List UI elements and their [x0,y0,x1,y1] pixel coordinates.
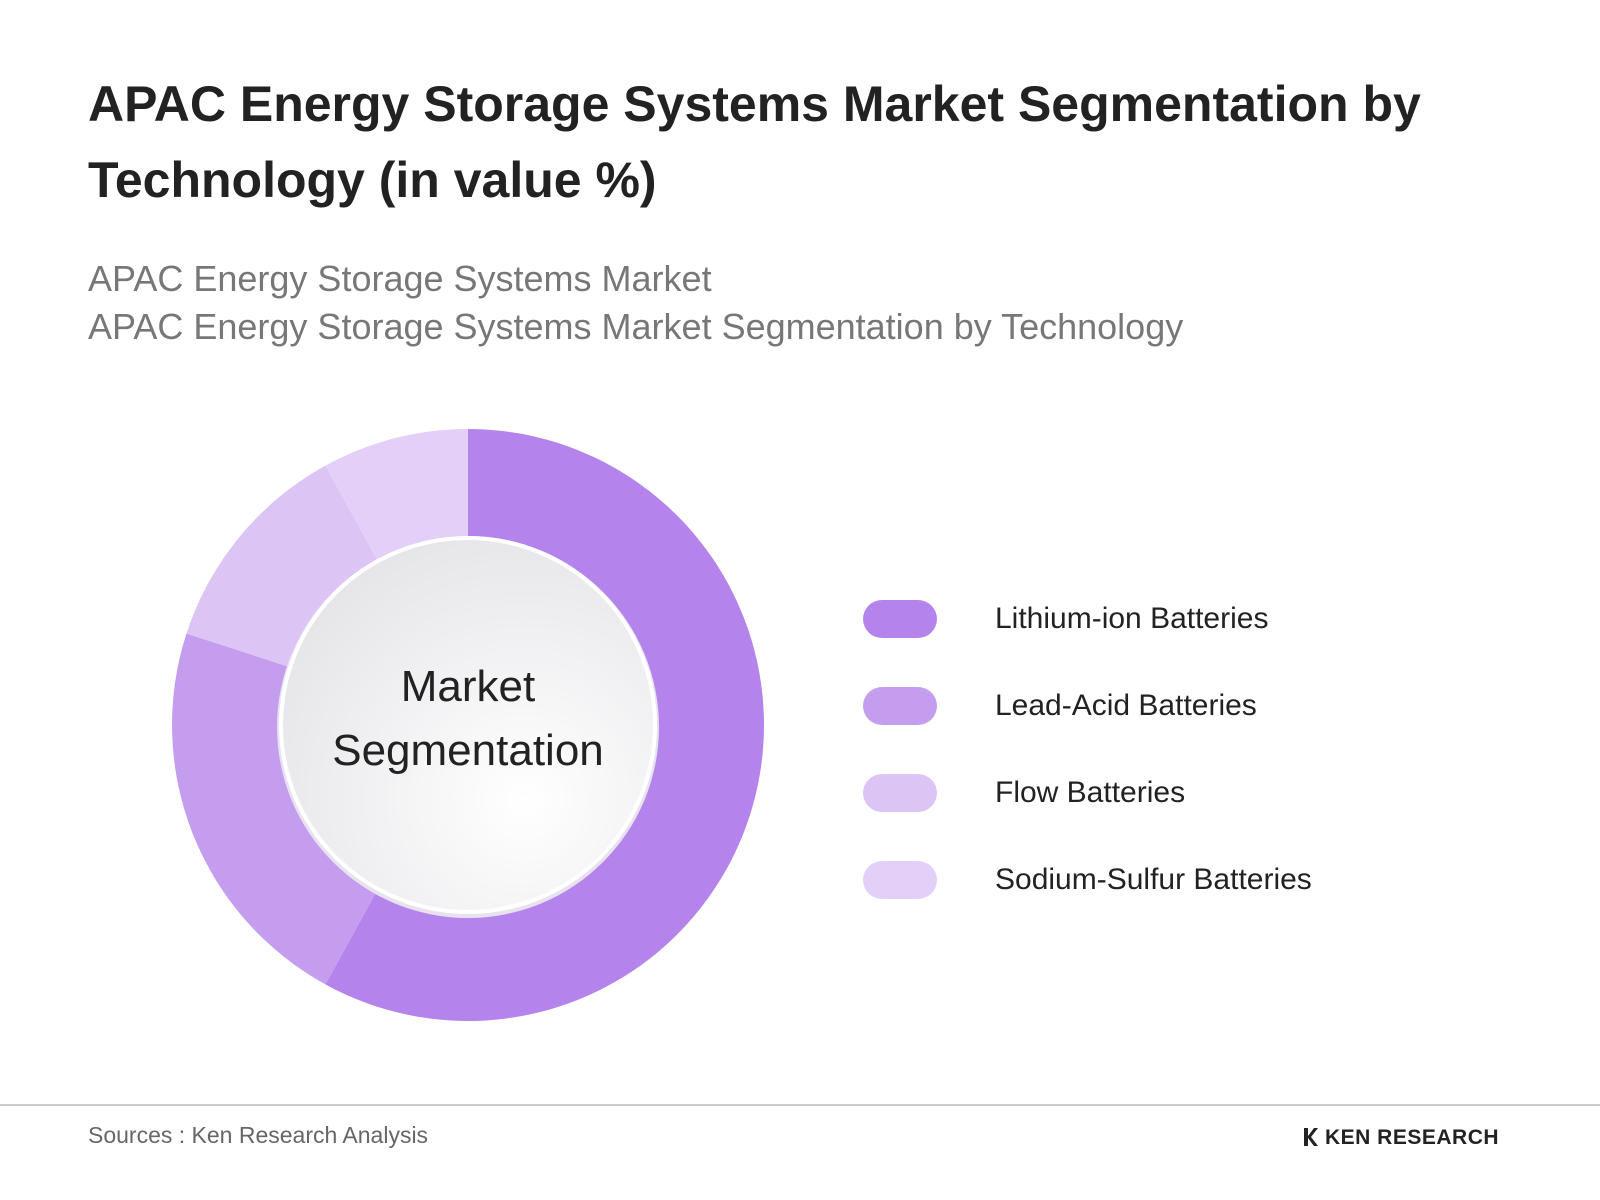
legend-swatch [863,774,937,812]
subtitle: APAC Energy Storage Systems Market [88,258,712,299]
subtitle: APAC Energy Storage Systems Market Segme… [88,306,1184,347]
brand-icon [1304,1128,1318,1146]
legend-label: Lead-Acid Batteries [995,689,1257,722]
center-label: Market Segmentation [332,662,604,775]
donut-hole [279,536,657,914]
legend-swatch [863,687,937,725]
chart [171,429,764,1021]
footer-rule [0,1104,1600,1106]
legend-swatch [863,600,937,638]
source-note: Sources : Ken Research Analysis [88,1122,429,1148]
legend-label: Flow Batteries [995,776,1186,809]
legend-label: Lithium-ion Batteries [995,602,1269,635]
legend-label: Sodium-Sulfur Batteries [995,863,1312,896]
brand: KEN RESEARCH [1325,1126,1500,1149]
legend-swatch [863,861,937,899]
chart-title: APAC Energy Storage Systems Market Segme… [88,76,1421,208]
